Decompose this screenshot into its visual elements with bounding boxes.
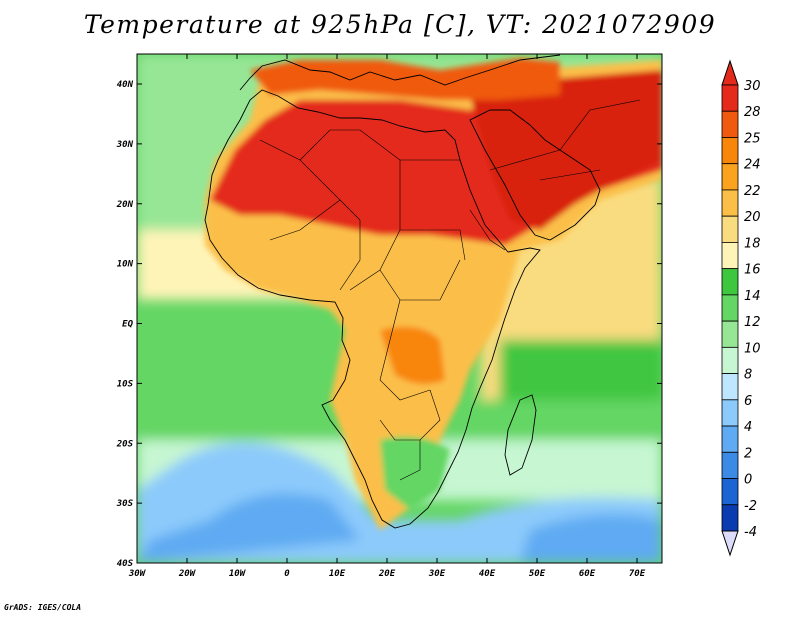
lon-label-0: 0 <box>284 569 290 579</box>
madagascar-coastline <box>504 394 537 476</box>
axis-ticks <box>136 54 662 564</box>
colorbar-swatch <box>721 242 739 270</box>
colorbar-swatch <box>721 346 739 374</box>
lat-label-30n: 30N <box>116 140 134 150</box>
lon-label-70e: 70E <box>629 569 646 579</box>
colorbar-swatch <box>721 84 739 112</box>
latitude-labels: 40N 30N 20N 10N EQ 10S 20S 30S 40S <box>116 80 134 569</box>
colorbar-label: 20 <box>744 210 761 225</box>
colorbar-label: 2 <box>744 446 752 461</box>
lat-label-10n: 10N <box>117 260 134 270</box>
colorbar-swatch <box>721 215 739 243</box>
temperature-map-plot <box>137 54 662 563</box>
colorbar-label: 22 <box>744 184 761 199</box>
colorbar-label: 10 <box>744 341 761 356</box>
coastlines-and-borders <box>204 54 641 529</box>
land-med-warm <box>250 58 560 100</box>
colorbar-swatch <box>721 110 739 138</box>
europe-coastline <box>239 54 561 91</box>
lon-label-40e: 40E <box>479 569 496 579</box>
country-borders <box>259 99 641 481</box>
colorbar-label: 6 <box>744 394 752 409</box>
page-title: Temperature at 925hPa [C], VT: 202107290… <box>83 10 717 39</box>
land-congo-orange <box>380 326 445 384</box>
plot-frame <box>136 53 663 564</box>
colorbar-label: 24 <box>744 158 761 173</box>
colorbar-swatch <box>721 504 739 532</box>
colorbar-swatch <box>721 478 739 506</box>
colorbar-swatch <box>721 268 739 296</box>
ocean-indian-band <box>500 340 662 400</box>
lat-label-40s: 40S <box>117 559 134 569</box>
lon-label-30e: 30E <box>428 569 446 579</box>
lat-label-40n: 40N <box>117 80 134 90</box>
lon-label-20w: 20W <box>178 569 197 579</box>
colorbar-label: 28 <box>744 105 761 120</box>
colorbar-swatch <box>721 320 739 348</box>
colorbar-swatch <box>721 189 739 217</box>
ocean-southeast-cold <box>520 514 662 563</box>
lon-label-20e: 20E <box>378 569 396 579</box>
land-arabia-hot <box>470 70 662 230</box>
colorbar-label: 16 <box>744 263 761 278</box>
grads-credit: GrADS: IGES/COLA <box>4 603 82 612</box>
colorbar-label: 4 <box>744 420 752 435</box>
lon-label-10e: 10E <box>329 569 346 579</box>
colorbar-label: 14 <box>744 289 761 304</box>
colorbar-label: -4 <box>744 525 757 540</box>
colorbar-swatch <box>721 399 739 427</box>
colorbar-swatch <box>721 294 739 322</box>
colorbar-label: 12 <box>744 315 761 330</box>
colorbar-label: 0 <box>744 473 752 488</box>
longitude-labels: 30W 20W 10W 0 10E 20E 30E 40E 50E 60E 70E <box>128 569 646 579</box>
arabia-coastline <box>469 109 601 241</box>
colorbar-label: 30 <box>744 79 761 94</box>
colorbar-swatch <box>721 137 739 165</box>
lon-label-30w: 30W <box>128 569 147 579</box>
land-south-green <box>380 436 450 510</box>
colorbar-swatch <box>721 163 739 191</box>
lat-label-30s: 30S <box>116 499 134 509</box>
lon-label-60e: 60E <box>579 569 596 579</box>
africa-coastline <box>204 89 541 529</box>
lat-label-10s: 10S <box>117 379 134 389</box>
colorbar-swatch <box>721 373 739 401</box>
lat-label-20n: 20N <box>116 200 134 210</box>
colorbar-bottom-arrow <box>721 530 739 557</box>
colorbar-swatch <box>721 425 739 453</box>
lat-label-eq: EQ <box>122 320 133 330</box>
colorbar-top-arrow <box>721 59 739 86</box>
lat-label-20s: 20S <box>116 439 134 449</box>
colorbar-label: 18 <box>744 236 761 251</box>
lon-label-50e: 50E <box>529 569 546 579</box>
colorbar-label: 25 <box>744 131 761 146</box>
colorbar-swatch <box>721 451 739 479</box>
colorbar-label: -2 <box>744 499 757 514</box>
lon-label-10w: 10W <box>229 569 247 579</box>
colorbar-label: 8 <box>744 368 752 383</box>
ocean-south-colder <box>137 493 360 563</box>
